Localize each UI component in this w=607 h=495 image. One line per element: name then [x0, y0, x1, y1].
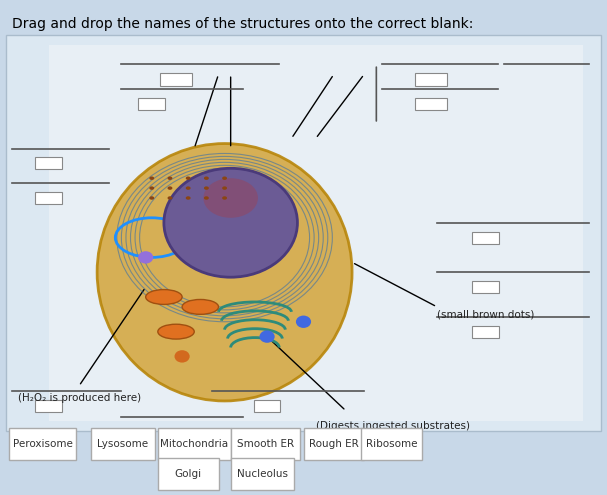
FancyBboxPatch shape [6, 35, 601, 431]
FancyBboxPatch shape [138, 98, 165, 110]
Ellipse shape [186, 196, 191, 200]
FancyBboxPatch shape [35, 400, 62, 412]
Text: Peroxisome: Peroxisome [13, 439, 72, 449]
FancyBboxPatch shape [160, 73, 192, 86]
Ellipse shape [168, 196, 172, 200]
FancyBboxPatch shape [231, 428, 300, 460]
Ellipse shape [97, 144, 352, 401]
FancyBboxPatch shape [472, 281, 499, 293]
FancyBboxPatch shape [254, 400, 280, 412]
FancyBboxPatch shape [35, 192, 62, 204]
FancyBboxPatch shape [35, 157, 62, 169]
Ellipse shape [164, 168, 297, 277]
Ellipse shape [168, 176, 172, 180]
Ellipse shape [146, 290, 182, 304]
Text: (Digests ingested substrates): (Digests ingested substrates) [316, 421, 470, 431]
Ellipse shape [149, 196, 154, 200]
Text: Drag and drop the names of the structures onto the correct blank:: Drag and drop the names of the structure… [12, 17, 473, 31]
Text: Rough ER: Rough ER [309, 439, 359, 449]
Text: Golgi: Golgi [175, 469, 202, 479]
Ellipse shape [158, 324, 194, 339]
FancyBboxPatch shape [472, 232, 499, 244]
Ellipse shape [203, 178, 258, 218]
Text: Nucleolus: Nucleolus [237, 469, 288, 479]
Ellipse shape [222, 196, 227, 200]
FancyBboxPatch shape [231, 458, 294, 490]
Ellipse shape [222, 187, 227, 190]
Ellipse shape [182, 299, 219, 314]
FancyBboxPatch shape [361, 428, 422, 460]
Ellipse shape [204, 196, 209, 200]
FancyBboxPatch shape [304, 428, 364, 460]
Ellipse shape [138, 251, 154, 263]
FancyBboxPatch shape [158, 458, 219, 490]
FancyBboxPatch shape [472, 326, 499, 338]
FancyBboxPatch shape [9, 428, 76, 460]
Ellipse shape [186, 176, 191, 180]
Ellipse shape [168, 187, 172, 190]
FancyBboxPatch shape [415, 73, 447, 86]
Ellipse shape [204, 187, 209, 190]
Ellipse shape [149, 176, 154, 180]
FancyBboxPatch shape [158, 428, 231, 460]
FancyBboxPatch shape [49, 45, 583, 421]
Ellipse shape [204, 176, 209, 180]
Text: (small brown dots): (small brown dots) [437, 309, 534, 319]
Ellipse shape [149, 187, 154, 190]
Text: (H₂O₂ is produced here): (H₂O₂ is produced here) [18, 394, 141, 403]
FancyBboxPatch shape [91, 428, 155, 460]
Ellipse shape [175, 350, 189, 362]
Ellipse shape [222, 176, 227, 180]
Text: Smooth ER: Smooth ER [237, 439, 294, 449]
Text: Lysosome: Lysosome [97, 439, 149, 449]
FancyBboxPatch shape [415, 98, 447, 110]
Text: Ribosome: Ribosome [366, 439, 417, 449]
Ellipse shape [186, 187, 191, 190]
Ellipse shape [260, 331, 274, 343]
Ellipse shape [296, 316, 311, 328]
Text: Mitochondria: Mitochondria [160, 439, 228, 449]
